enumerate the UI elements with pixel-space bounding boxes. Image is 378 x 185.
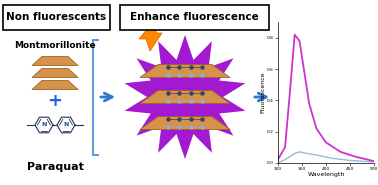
Polygon shape	[125, 35, 245, 159]
Text: Enhance fluorescence: Enhance fluorescence	[130, 12, 259, 22]
Polygon shape	[32, 68, 78, 78]
Text: +: +	[48, 92, 62, 110]
Text: Montmorillonite: Montmorillonite	[14, 41, 96, 50]
Polygon shape	[140, 65, 230, 78]
Polygon shape	[139, 23, 162, 51]
Text: N: N	[41, 122, 47, 127]
FancyBboxPatch shape	[3, 4, 110, 29]
X-axis label: Wavelength: Wavelength	[307, 172, 345, 177]
Polygon shape	[32, 80, 78, 90]
Y-axis label: Fluorescence: Fluorescence	[260, 72, 265, 113]
Text: 280 nm: 280 nm	[136, 8, 194, 22]
Polygon shape	[140, 90, 230, 103]
Text: Paraquat: Paraquat	[26, 162, 84, 172]
Text: Non fluorescents: Non fluorescents	[6, 12, 106, 22]
Text: N: N	[63, 122, 69, 127]
Polygon shape	[32, 56, 78, 65]
FancyBboxPatch shape	[119, 4, 268, 29]
Polygon shape	[140, 117, 230, 130]
